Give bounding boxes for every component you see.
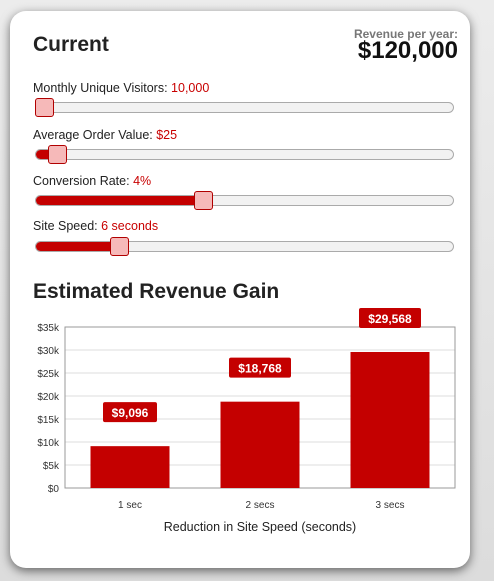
current-title: Current: [33, 33, 109, 56]
y-tick-label: $25k: [37, 369, 60, 380]
visitors-slider[interactable]: [35, 98, 454, 117]
revenue-value: $120,000: [357, 37, 458, 64]
site-speed-label: Site Speed: 6 seconds: [33, 219, 158, 233]
x-axis-label: Reduction in Site Speed (seconds): [164, 520, 356, 534]
order-value-label-text: Average Order Value:: [33, 128, 153, 142]
conversion-label-text: Conversion Rate:: [33, 174, 130, 188]
x-tick-label: 1 sec: [118, 500, 142, 511]
y-tick-label: $30k: [37, 346, 60, 357]
y-tick-label: $0: [48, 484, 60, 495]
conversion-label: Conversion Rate: 4%: [33, 174, 151, 188]
y-tick-label: $5k: [43, 461, 60, 472]
visitors-label-text: Monthly Unique Visitors:: [33, 81, 168, 95]
order-value-slider-thumb[interactable]: [47, 145, 67, 164]
site-speed-slider-fill: [36, 242, 120, 251]
conversion-slider[interactable]: [35, 191, 454, 210]
value-label: $9,096: [112, 406, 149, 420]
bar: [90, 446, 170, 488]
y-tick-label: $35k: [37, 323, 60, 334]
value-label-badge: [103, 402, 157, 423]
bar: [350, 351, 430, 488]
site-speed-slider-thumb[interactable]: [110, 237, 130, 256]
y-tick-label: $20k: [37, 392, 60, 403]
site-speed-value: 6 seconds: [101, 219, 159, 233]
conversion-slider-thumb[interactable]: [193, 191, 213, 210]
conversion-slider-fill: [36, 196, 203, 205]
order-value-value: $25: [156, 128, 178, 142]
order-value-slider[interactable]: [35, 145, 454, 164]
y-tick-label: $10k: [37, 438, 60, 449]
x-tick-label: 2 secs: [246, 500, 275, 511]
order-value-slider-fill: [36, 150, 57, 159]
gain-title: Estimated Revenue Gain: [33, 280, 280, 303]
visitors-label: Monthly Unique Visitors: 10,000: [33, 81, 209, 95]
value-label-badge: [229, 357, 291, 378]
visitors-value: 10,000: [171, 81, 210, 95]
value-label-badge: [359, 307, 421, 328]
visitors-slider-thumb[interactable]: [35, 98, 54, 117]
value-label: $18,768: [238, 362, 282, 376]
revenue-label: Revenue per year:: [353, 27, 458, 41]
y-tick-label: $15k: [37, 415, 60, 426]
bar: [220, 401, 300, 488]
site-speed-label-text: Site Speed:: [33, 219, 98, 233]
value-label: $29,568: [368, 312, 412, 326]
conversion-value: 4%: [133, 174, 152, 188]
order-value-label: Average Order Value: $25: [33, 128, 177, 142]
site-speed-slider[interactable]: [35, 237, 454, 256]
x-tick-label: 3 secs: [376, 500, 405, 511]
